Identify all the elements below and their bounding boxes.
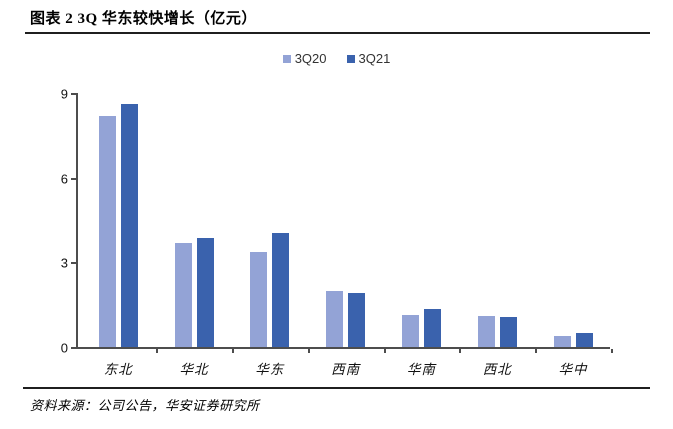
x-axis-category-label: 西南	[331, 362, 361, 377]
x-axis-line	[76, 347, 610, 349]
legend: 3Q20 3Q21	[0, 51, 673, 66]
chart-title: 图表 2 3Q 华东较快增长（亿元）	[30, 11, 257, 27]
y-axis-tick-label: 6	[60, 171, 68, 187]
y-axis-tick	[71, 177, 76, 180]
bar-3Q20-西南	[326, 290, 344, 347]
x-axis-category-label: 东北	[103, 362, 133, 377]
y-axis-tick	[71, 262, 76, 265]
bar-3Q20-华中	[553, 335, 571, 347]
source-note: 资料来源：公司公告，华安证券研究所	[30, 398, 260, 413]
bar-3Q21-华北	[196, 238, 214, 347]
bar-3Q20-西北	[477, 315, 495, 347]
x-axis-tick	[610, 349, 613, 353]
legend-item-3q20: 3Q20	[282, 51, 327, 66]
legend-label-3q20: 3Q20	[294, 51, 327, 66]
legend-swatch-3q20	[282, 54, 291, 63]
x-axis-tick	[383, 349, 386, 353]
bar-3Q21-华东	[272, 232, 290, 347]
y-axis-tick-label: 0	[60, 340, 68, 356]
bar-3Q20-华东	[250, 252, 268, 347]
y-axis-tick-label: 9	[60, 86, 68, 102]
x-axis-tick	[535, 349, 538, 353]
bar-3Q20-东北	[98, 115, 116, 347]
x-axis-category-label: 华北	[179, 362, 209, 377]
y-axis-tick-label: 3	[60, 255, 68, 271]
x-axis-category-label: 华南	[406, 362, 436, 377]
y-axis-tick	[71, 93, 76, 95]
bar-3Q21-西北	[499, 317, 517, 347]
x-axis-tick	[231, 349, 234, 353]
x-axis-tick	[459, 349, 462, 353]
x-axis-tick	[156, 349, 159, 353]
legend-label-3q21: 3Q21	[358, 51, 391, 66]
bar-3Q20-华北	[174, 242, 192, 347]
bar-3Q20-华南	[401, 314, 419, 347]
x-axis-tick	[307, 349, 310, 353]
y-axis-tick	[71, 347, 76, 349]
x-axis-category-label: 华东	[255, 362, 285, 377]
bar-3Q21-东北	[120, 104, 138, 347]
bar-3Q21-西南	[348, 293, 366, 347]
x-axis-category-label: 西北	[482, 362, 512, 377]
legend-swatch-3q21	[346, 54, 355, 63]
footer-divider-line	[23, 387, 650, 389]
bar-3Q21-华南	[423, 308, 441, 347]
title-divider-line	[25, 32, 650, 34]
x-axis-category-label: 华中	[558, 362, 588, 377]
legend-item-3q21: 3Q21	[346, 51, 391, 66]
y-axis-line	[76, 93, 78, 349]
bar-3Q21-华中	[575, 332, 593, 347]
